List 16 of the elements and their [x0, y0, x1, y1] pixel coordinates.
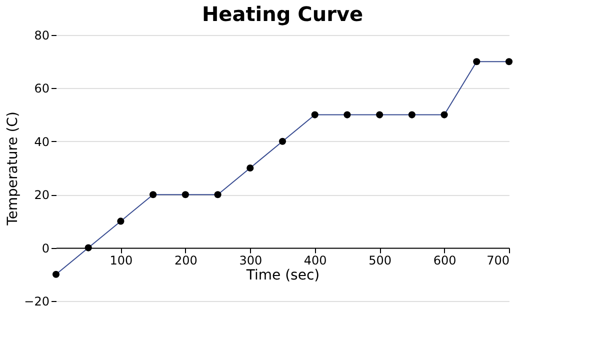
- y-tick-label: −20: [24, 294, 50, 308]
- x-tick-label: 700: [486, 253, 510, 268]
- x-tick-label: 500: [368, 253, 392, 268]
- y-tick-label: 80: [34, 28, 50, 42]
- x-tick-label: 300: [239, 253, 262, 268]
- x-tick-label: 400: [304, 253, 327, 268]
- x-tick-label: 200: [174, 253, 198, 268]
- y-tick-label: 20: [34, 188, 50, 202]
- x-tick-label: 100: [110, 253, 133, 268]
- y-axis-title: Temperature (C): [5, 112, 22, 226]
- y-tick-label: 60: [34, 82, 50, 96]
- y-tick-label: 40: [34, 134, 50, 149]
- x-tick-label: 600: [433, 253, 456, 268]
- chart-title: Heating Curve: [202, 2, 364, 26]
- x-axis-title: Time (sec): [245, 267, 320, 284]
- y-tick-label: 0: [42, 241, 50, 256]
